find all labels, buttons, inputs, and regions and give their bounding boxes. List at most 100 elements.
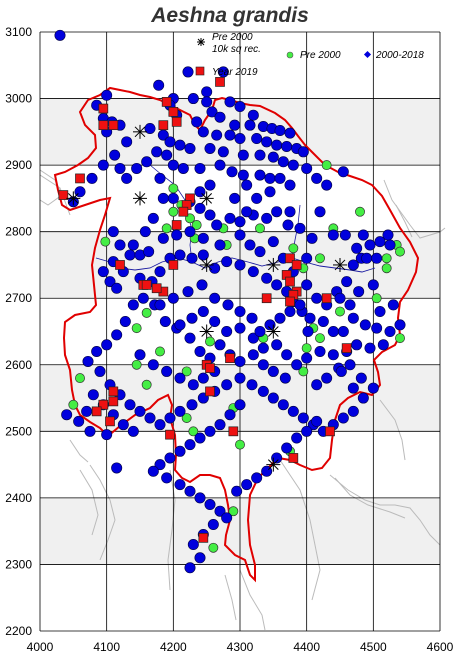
record-point-2000-2018 xyxy=(196,279,208,291)
record-point-2000-2018 xyxy=(194,432,206,444)
record-point-2000-2018 xyxy=(174,139,186,151)
record-point-2000-2018 xyxy=(294,299,306,311)
record-point-2019 xyxy=(105,416,115,427)
record-point-2000-2018 xyxy=(317,316,329,328)
record-point-2019 xyxy=(215,77,225,87)
record-point-2000-2018 xyxy=(159,316,171,328)
record-point-2000-2018 xyxy=(182,286,194,298)
record-point-2000-2018 xyxy=(351,339,363,351)
record-star-10k xyxy=(133,191,147,206)
record-point-2000-2018 xyxy=(257,385,269,397)
star-stroke xyxy=(134,126,146,138)
record-point-2000-2018 xyxy=(231,485,243,497)
record-point-2019 xyxy=(168,260,179,270)
record-point-2000-2018 xyxy=(161,149,173,161)
record-point-2000-2018 xyxy=(371,322,383,334)
x-tick-label: 4200 xyxy=(160,640,187,654)
record-point-pre2000 xyxy=(141,379,152,390)
record-star-10k xyxy=(66,191,81,206)
river xyxy=(95,257,376,273)
record-point-2000-2018 xyxy=(297,146,309,158)
record-point-2000-2018 xyxy=(311,292,323,304)
legend-green-icon xyxy=(286,51,294,59)
y-tick-label: 2900 xyxy=(5,158,32,172)
record-point-2000-2018 xyxy=(131,162,143,174)
record-point-2000-2018 xyxy=(184,439,196,451)
record-point-2000-2018 xyxy=(214,419,226,431)
record-point-2019 xyxy=(91,406,102,417)
record-point-2000-2018 xyxy=(251,472,263,484)
record-point-2019 xyxy=(108,120,119,131)
record-point-2000-2018 xyxy=(294,222,306,234)
record-point-2000-2018 xyxy=(164,412,176,424)
record-point-2000-2018 xyxy=(327,349,339,361)
record-point-2000-2018 xyxy=(246,379,258,391)
record-star-10k xyxy=(333,257,347,272)
record-point-2000-2018 xyxy=(264,172,276,184)
record-point-pre2000 xyxy=(131,359,142,370)
record-point-2000-2018 xyxy=(147,465,159,477)
record-point-2019 xyxy=(98,120,109,131)
record-point-2000-2018 xyxy=(154,419,166,431)
record-point-2000-2018 xyxy=(154,299,166,311)
record-point-2000-2018 xyxy=(271,206,283,218)
x-tick-label: 4300 xyxy=(227,640,254,654)
record-point-2000-2018 xyxy=(267,151,279,163)
record-point-2000-2018 xyxy=(257,359,269,371)
record-point-2000-2018 xyxy=(61,409,73,421)
record-point-2000-2018 xyxy=(201,96,213,108)
record-point-pre2000 xyxy=(168,206,179,217)
record-point-2000-2018 xyxy=(311,415,323,427)
record-point-2000-2018 xyxy=(174,405,186,417)
record-point-2019 xyxy=(198,532,209,543)
record-point-2000-2018 xyxy=(301,279,313,291)
record-point-pre2000 xyxy=(181,366,192,377)
record-point-2000-2018 xyxy=(194,492,206,504)
record-point-2000-2018 xyxy=(226,166,238,178)
record-point-2000-2018 xyxy=(271,139,283,151)
record-point-2000-2018 xyxy=(119,316,131,328)
record-point-2000-2018 xyxy=(371,252,383,264)
record-point-2000-2018 xyxy=(184,142,196,154)
county-border xyxy=(53,86,420,583)
record-point-2000-2018 xyxy=(271,452,283,464)
record-point-2000-2018 xyxy=(301,352,313,364)
record-point-2000-2018 xyxy=(154,266,166,278)
record-point-2000-2018 xyxy=(364,342,376,354)
record-point-2000-2018 xyxy=(267,236,279,248)
record-point-2000-2018 xyxy=(73,415,85,427)
record-point-2000-2018 xyxy=(184,562,196,574)
record-point-2000-2018 xyxy=(337,166,349,178)
record-point-2000-2018 xyxy=(182,66,194,78)
record-point-2000-2018 xyxy=(327,325,339,337)
legend-blue-icon xyxy=(363,50,372,59)
record-point-2000-2018 xyxy=(161,472,173,484)
record-point-2000-2018 xyxy=(194,345,206,357)
star-stroke xyxy=(201,259,213,271)
record-point-pre2000 xyxy=(100,236,111,247)
record-point-2000-2018 xyxy=(251,192,263,204)
record-point-2000-2018 xyxy=(121,136,133,148)
record-point-2000-2018 xyxy=(347,382,359,394)
record-point-2019 xyxy=(115,260,125,270)
record-point-2000-2018 xyxy=(341,276,353,288)
record-point-pre2000 xyxy=(228,506,239,517)
record-point-pre2000 xyxy=(155,346,165,357)
record-point-2000-2018 xyxy=(251,132,263,144)
record-point-2000-2018 xyxy=(214,505,226,517)
record-point-2019 xyxy=(178,206,189,217)
record-point-2019 xyxy=(161,97,172,107)
record-point-2000-2018 xyxy=(224,409,236,421)
record-point-2000-2018 xyxy=(111,329,123,341)
record-point-2000-2018 xyxy=(221,512,233,524)
record-point-2000-2018 xyxy=(277,399,289,411)
record-point-2000-2018 xyxy=(244,119,256,131)
record-point-2000-2018 xyxy=(187,379,199,391)
pre-2000-10k-records xyxy=(66,124,347,472)
record-point-2000-2018 xyxy=(271,279,283,291)
record-point-2000-2018 xyxy=(284,179,296,191)
star-stroke xyxy=(201,326,213,337)
record-point-2000-2018 xyxy=(211,219,223,231)
map-title: Aeshna grandis xyxy=(151,4,309,27)
x-tick-label: 4400 xyxy=(293,640,320,654)
